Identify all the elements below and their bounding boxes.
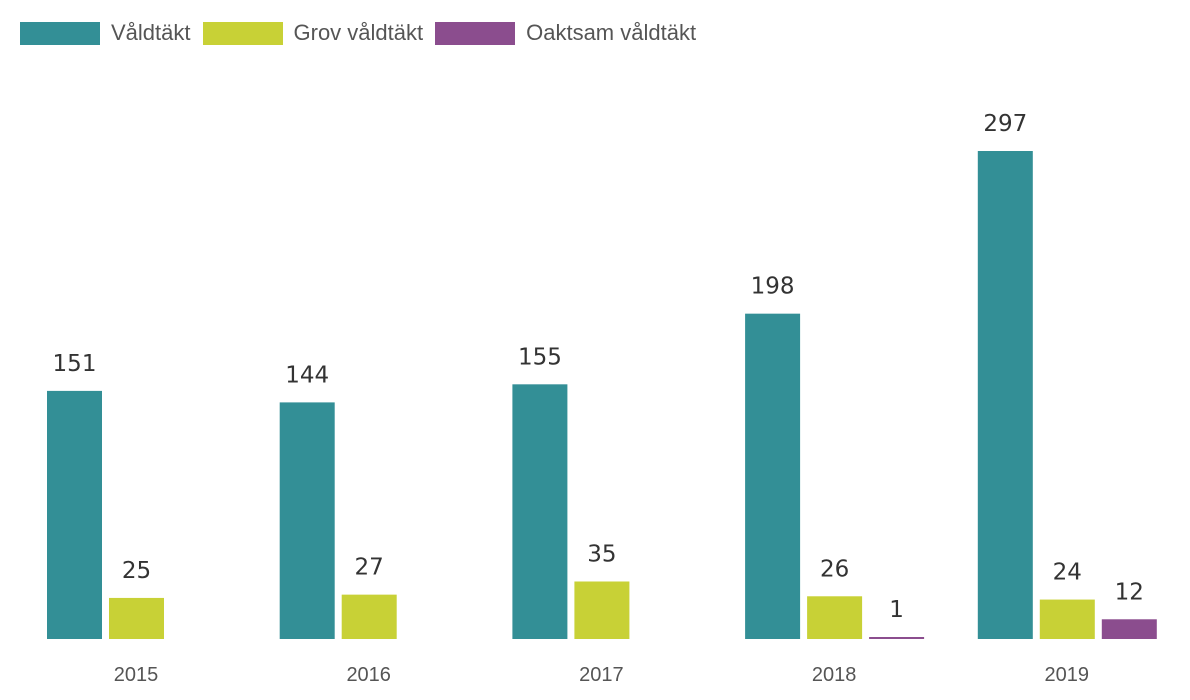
data-label: 155 — [518, 344, 562, 370]
x-tick-label: 2016 — [346, 664, 391, 686]
bar-2016-1 — [341, 594, 397, 639]
data-label: 27 — [355, 555, 384, 581]
bar-2017-0 — [512, 384, 568, 639]
bar-2019-0 — [977, 151, 1033, 639]
legend-item-valdtakt: Våldtäkt — [20, 20, 191, 46]
x-tick-label: 2019 — [1045, 664, 1090, 686]
data-label: 198 — [751, 274, 795, 300]
data-label: 25 — [122, 558, 151, 584]
legend-swatch — [435, 21, 516, 45]
bar-2018-2 — [869, 637, 925, 639]
x-tick-label: 2015 — [114, 664, 159, 686]
legend-label: Våldtäkt — [111, 20, 191, 45]
data-label: 12 — [1115, 579, 1144, 605]
legend-swatch — [202, 21, 283, 45]
bar-2019-2 — [1101, 619, 1157, 639]
data-label: 24 — [1053, 560, 1082, 586]
legend-item-grov-valdtakt: Grov våldtäkt — [202, 20, 424, 46]
bar-2015-0 — [47, 390, 102, 639]
data-label: 26 — [820, 556, 849, 582]
x-tick-label: 2018 — [812, 664, 857, 686]
bar-2018-0 — [745, 313, 801, 639]
data-label: 35 — [587, 541, 616, 567]
legend-swatch — [20, 21, 100, 45]
x-tick-label: 2017 — [579, 664, 624, 686]
legend-item-oaktsam-valdtakt: Oaktsam våldtäkt — [435, 20, 696, 46]
data-label: 297 — [983, 111, 1027, 137]
data-label: 151 — [53, 351, 97, 377]
legend-label: Oaktsam våldtäkt — [526, 20, 697, 45]
bar-2018-1 — [807, 596, 863, 639]
bar-2017-1 — [574, 581, 630, 639]
data-label: 144 — [285, 362, 329, 388]
bar-2015-1 — [109, 597, 164, 639]
legend-label: Grov våldtäkt — [293, 20, 424, 45]
bar-2016-0 — [279, 402, 335, 639]
legend: Våldtäkt Grov våldtäkt Oaktsam våldtäkt — [20, 20, 708, 46]
data-label: 1 — [889, 597, 904, 623]
bar-2019-1 — [1039, 599, 1095, 639]
